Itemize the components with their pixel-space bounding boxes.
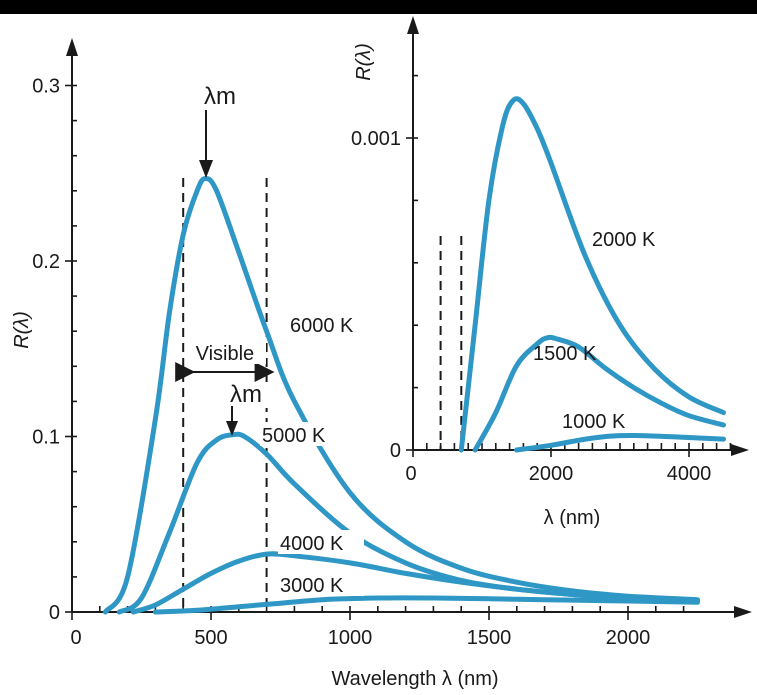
inset-y-tick-label: 0.001: [351, 128, 401, 150]
inset-x-tick-label: 0: [405, 463, 416, 485]
inset-series-label-1000-k: 1000 K: [562, 411, 626, 433]
main-x-axis-arrow: [734, 606, 752, 618]
main-x-tick-label: 0: [70, 627, 81, 649]
inset-background: [400, 28, 740, 468]
label-bg: [260, 422, 346, 446]
inset-curve-2000-k: [458, 96, 726, 453]
main-x-tick-label: 500: [194, 627, 227, 649]
inset-y-axis-arrow: [407, 16, 419, 34]
series-label-4000-k: 4000 K: [280, 533, 344, 555]
inset-x-axis-title: λ (nm): [544, 507, 601, 529]
label-bg: [228, 384, 268, 408]
peak-label-6000k: λm: [204, 83, 236, 110]
inset-x-axis-arrow: [731, 444, 749, 456]
label-bg: [560, 408, 640, 432]
label-bg: [278, 572, 364, 596]
inset-y-axis-title: R(λ): [353, 43, 375, 81]
visible-label: Visible: [196, 343, 255, 365]
series-label-5000-k: 5000 K: [262, 425, 326, 447]
label-bg: [278, 530, 364, 554]
main-y-tick-label: 0.1: [32, 427, 60, 449]
inset-x-tick-label: 4000: [667, 463, 712, 485]
inset-chart: 0 2000 4000 0 0.001 2000 K 1500 K 1000 K λ (n…: [351, 16, 749, 529]
peak-arrowhead-6000k: [199, 160, 213, 178]
top-border-bar: [0, 0, 757, 14]
main-x-tick-label: 1500: [467, 627, 512, 649]
inset-y-tick-label: 0: [390, 440, 401, 462]
main-y-axis-title: R(λ): [11, 311, 33, 349]
visible-label-bg: [190, 340, 266, 364]
main-y-tick-label: 0.3: [32, 76, 60, 98]
curve-4000-k: [130, 551, 700, 615]
main-x-axis-title: Wavelength λ (nm): [331, 668, 498, 690]
curve-6000-k: [102, 176, 700, 615]
main-y-tick-label: 0.2: [32, 251, 60, 273]
curve-3000-k: [152, 595, 700, 615]
inset-series-label-1500-k: 1500 K: [533, 343, 597, 365]
main-x-tick-label: 2000: [606, 627, 651, 649]
inset-x-tick-label: 2000: [529, 463, 574, 485]
peak-label-5000k: λm: [230, 381, 262, 408]
main-y-axis-arrow: [66, 38, 78, 56]
main-y-tick-label: 0: [49, 602, 60, 624]
series-label-6000-k: 6000 K: [290, 315, 354, 337]
inset-curve-1000-k: [514, 433, 726, 453]
inset-curve-1500-k: [472, 334, 726, 453]
main-axes: 0 500 1000 1500 2000 0 0.1 0.2 0.3: [32, 38, 752, 649]
label-bg: [288, 312, 374, 336]
series-label-3000-k: 3000 K: [280, 575, 344, 597]
main-x-tick-label: 1000: [328, 627, 373, 649]
peak-arrowhead-5000k: [226, 421, 238, 436]
inset-series-label-2000-k: 2000 K: [592, 229, 656, 251]
